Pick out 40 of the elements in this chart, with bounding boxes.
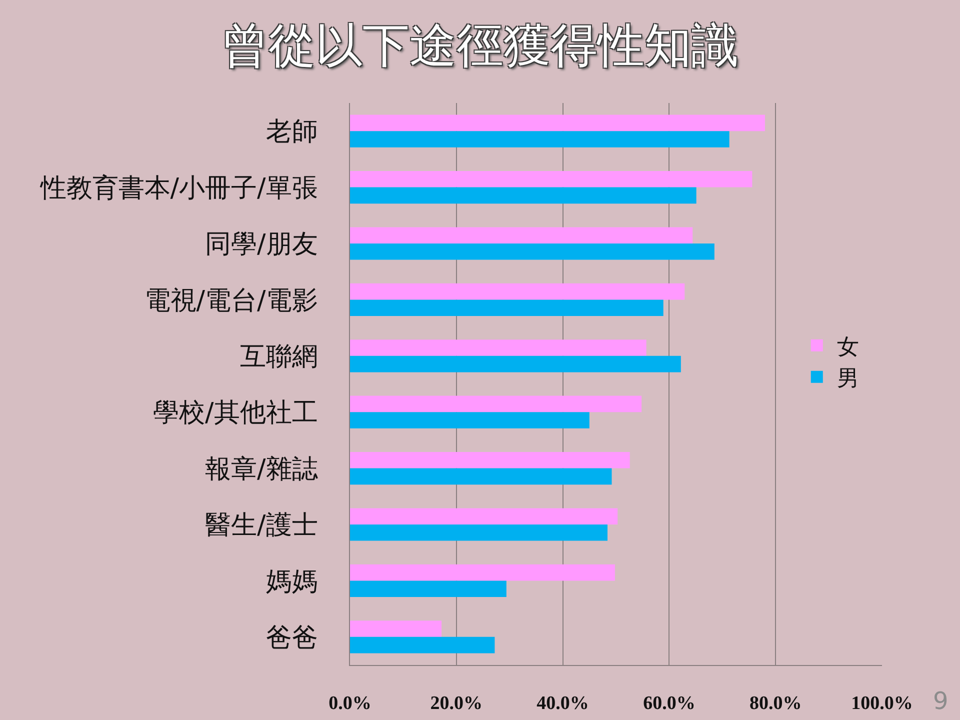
bar (350, 396, 642, 412)
legend-label: 女 (836, 334, 859, 359)
y-tick-label: 爸爸 (266, 623, 318, 653)
chart-title: 曾從以下途徑獲得性知識 (222, 18, 738, 74)
bar (350, 468, 612, 485)
bar (350, 244, 714, 260)
x-tick-label: 0.0% (328, 692, 372, 714)
text: 9 (933, 687, 948, 715)
legend-label: 男 (836, 366, 859, 390)
x-tick-label: 100.0% (851, 692, 913, 714)
y-tick-label: 電視/電台/電影 (144, 286, 318, 316)
x-tick-label: 20.0% (430, 692, 483, 714)
y-tick-label: 醫生/護士 (205, 510, 318, 541)
bar (350, 171, 752, 188)
y-tick-label: 學校/其他社工 (153, 398, 318, 428)
y-tick-label: 同學/朋友 (205, 230, 318, 260)
bar (350, 227, 693, 244)
bar (350, 412, 590, 428)
bar (350, 636, 495, 654)
bar (350, 114, 765, 132)
bar (350, 340, 646, 356)
bar (350, 356, 681, 372)
bar (350, 131, 730, 148)
y-tick-label: 互聯網 (240, 342, 318, 372)
bar (350, 524, 608, 541)
y-tick-label: 老師 (266, 117, 318, 148)
x-tick-label: 80.0% (749, 692, 802, 714)
y-tick-label: 性教育書本/小冊子/單張 (39, 173, 318, 204)
bar (350, 620, 442, 637)
bar (350, 564, 615, 581)
x-tick-label: 40.0% (536, 692, 589, 714)
x-tick-label: 60.0% (643, 692, 696, 714)
bar (350, 187, 696, 204)
bar (350, 580, 506, 597)
bar (350, 452, 630, 468)
y-tick-label: 報章/雜誌 (205, 454, 318, 484)
bar (350, 508, 618, 524)
bar (350, 283, 685, 300)
y-tick-label: 媽媽 (266, 566, 318, 597)
bar (350, 300, 664, 316)
